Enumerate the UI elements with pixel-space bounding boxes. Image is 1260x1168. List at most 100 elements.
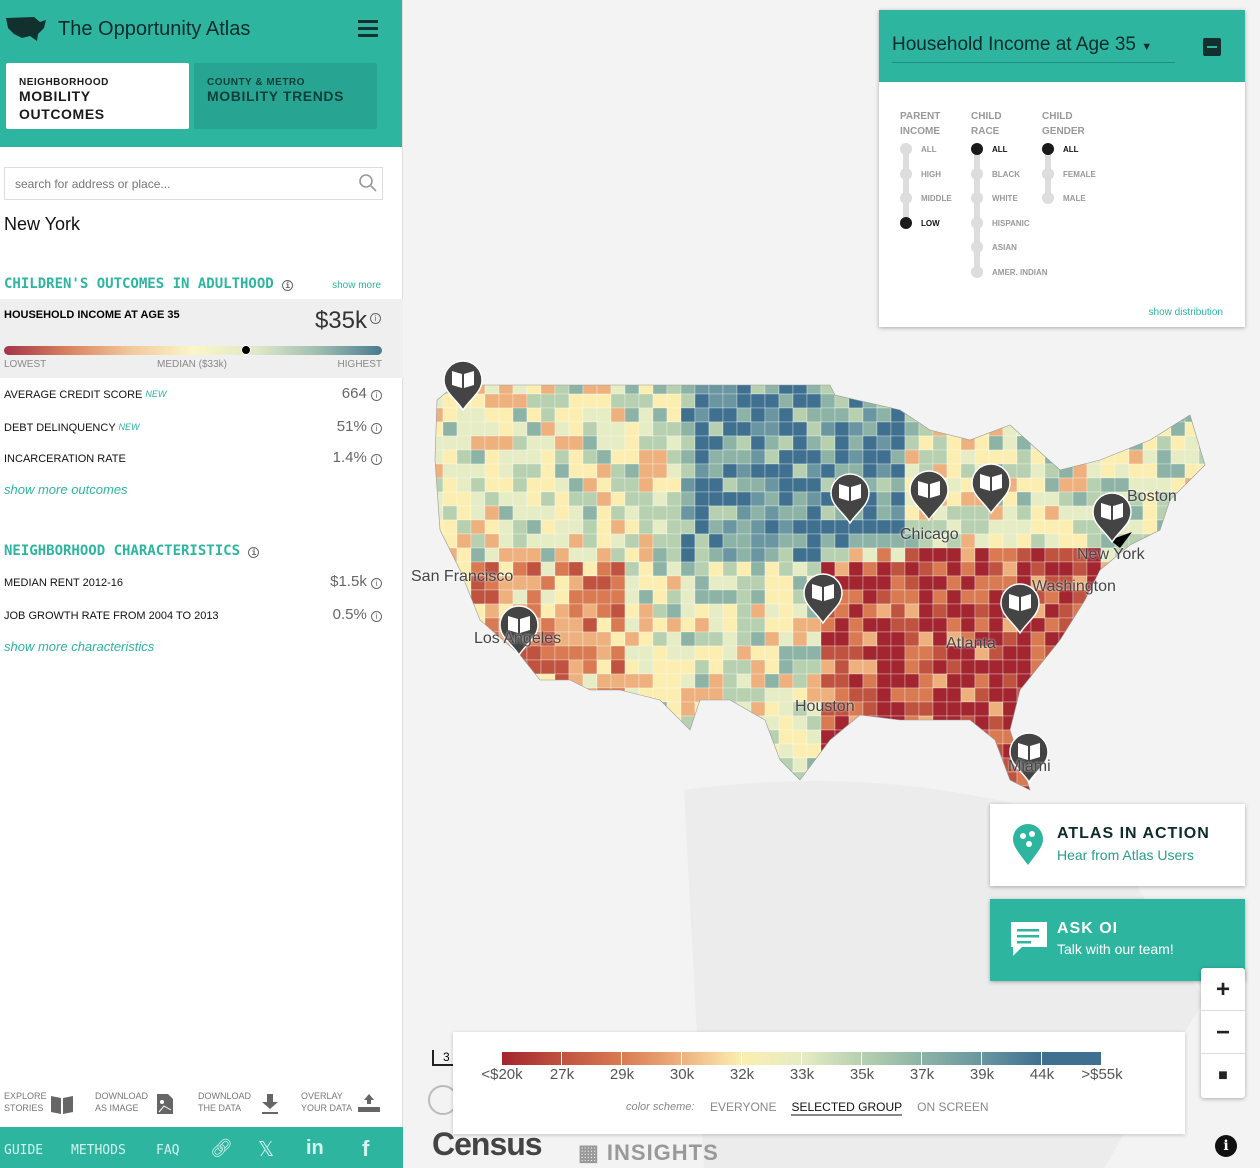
map-region[interactable] — [988, 785, 1004, 800]
map-region[interactable] — [442, 715, 458, 731]
map-region[interactable] — [1213, 394, 1227, 408]
map-region[interactable] — [708, 421, 724, 437]
map-region[interactable] — [484, 477, 500, 493]
map-region[interactable] — [708, 380, 724, 395]
map-region[interactable] — [568, 673, 584, 689]
map-region[interactable] — [582, 757, 598, 773]
map-region[interactable] — [932, 701, 948, 717]
map-region[interactable] — [764, 505, 780, 521]
map-region[interactable] — [764, 659, 780, 675]
map-region[interactable] — [666, 631, 682, 647]
map-region[interactable] — [1016, 785, 1032, 800]
map-region[interactable] — [960, 771, 976, 787]
map-region[interactable] — [470, 533, 486, 549]
map-region[interactable] — [974, 729, 990, 745]
map-region[interactable] — [848, 603, 864, 619]
map-region[interactable] — [890, 603, 906, 619]
map-region[interactable] — [442, 659, 458, 675]
map-region[interactable] — [1198, 380, 1213, 395]
map-region[interactable] — [1086, 673, 1102, 689]
map-region[interactable] — [512, 435, 528, 451]
map-region[interactable] — [596, 463, 612, 479]
map-region[interactable] — [442, 435, 458, 451]
map-region[interactable] — [694, 645, 710, 661]
map-region[interactable] — [484, 729, 500, 745]
map-region[interactable] — [429, 715, 444, 731]
map-region[interactable] — [848, 449, 864, 465]
map-region[interactable] — [680, 631, 696, 647]
map-region[interactable] — [1156, 617, 1172, 633]
map-region[interactable] — [498, 715, 514, 731]
map-region[interactable] — [722, 533, 738, 549]
map-region[interactable] — [596, 603, 612, 619]
map-region[interactable] — [876, 589, 892, 605]
map-region[interactable] — [1213, 674, 1227, 688]
map-region[interactable] — [1002, 687, 1018, 703]
map-region[interactable] — [652, 659, 668, 675]
map-region[interactable] — [862, 421, 878, 437]
faq-link[interactable]: FAQ — [156, 1143, 180, 1158]
map-region[interactable] — [1100, 421, 1116, 437]
outcome-row-credit[interactable]: AVERAGE CREDIT SCORE NEW 664 i — [4, 385, 382, 402]
map-region[interactable] — [526, 393, 542, 409]
map-region[interactable] — [848, 380, 864, 395]
map-region[interactable] — [1170, 631, 1186, 647]
map-region[interactable] — [778, 575, 794, 591]
map-region[interactable] — [680, 407, 696, 423]
map-region[interactable] — [456, 715, 472, 731]
map-region[interactable] — [1128, 659, 1144, 675]
map-region[interactable] — [512, 589, 528, 605]
map-region[interactable] — [568, 743, 584, 759]
map-region[interactable] — [1114, 673, 1130, 689]
map-region[interactable] — [750, 701, 766, 717]
map-region[interactable] — [890, 617, 906, 633]
map-region[interactable] — [1184, 407, 1200, 423]
map-region[interactable] — [1184, 547, 1200, 563]
map-region[interactable] — [694, 771, 710, 787]
map-region[interactable] — [876, 449, 892, 465]
map-region[interactable] — [582, 785, 598, 800]
map-region[interactable] — [456, 449, 472, 465]
map-region[interactable] — [610, 575, 626, 591]
map-region[interactable] — [1100, 645, 1116, 661]
map-region[interactable] — [1100, 729, 1116, 745]
map-region[interactable] — [1044, 533, 1060, 549]
map-region[interactable] — [834, 715, 850, 731]
map-region[interactable] — [834, 743, 850, 759]
map-region[interactable] — [1184, 505, 1200, 521]
map-region[interactable] — [652, 673, 668, 689]
map-region[interactable] — [1170, 659, 1186, 675]
map-region[interactable] — [429, 645, 444, 661]
map-region[interactable] — [1016, 519, 1032, 535]
map-region[interactable] — [876, 617, 892, 633]
map-region[interactable] — [862, 575, 878, 591]
map-region[interactable] — [484, 687, 500, 703]
map-region[interactable] — [554, 743, 570, 759]
map-region[interactable] — [820, 393, 836, 409]
map-region[interactable] — [862, 673, 878, 689]
map-region[interactable] — [568, 519, 584, 535]
map-region[interactable] — [778, 435, 794, 451]
map-region[interactable] — [694, 393, 710, 409]
map-region[interactable] — [1072, 519, 1088, 535]
map-region[interactable] — [568, 631, 584, 647]
map-region[interactable] — [974, 715, 990, 731]
map-region[interactable] — [806, 407, 822, 423]
map-region[interactable] — [666, 687, 682, 703]
map-region[interactable] — [554, 645, 570, 661]
map-region[interactable] — [1086, 645, 1102, 661]
map-region[interactable] — [960, 491, 976, 507]
map-region[interactable] — [554, 771, 570, 787]
map-region[interactable] — [792, 463, 808, 479]
map-region[interactable] — [1198, 617, 1213, 633]
map-region[interactable] — [1044, 463, 1060, 479]
map-region[interactable] — [694, 575, 710, 591]
map-region[interactable] — [946, 380, 962, 395]
map-region[interactable] — [736, 491, 752, 507]
map-region[interactable] — [429, 729, 444, 745]
map-region[interactable] — [862, 645, 878, 661]
map-region[interactable] — [582, 729, 598, 745]
map-region[interactable] — [722, 645, 738, 661]
map-region[interactable] — [918, 449, 934, 465]
map-region[interactable] — [820, 463, 836, 479]
